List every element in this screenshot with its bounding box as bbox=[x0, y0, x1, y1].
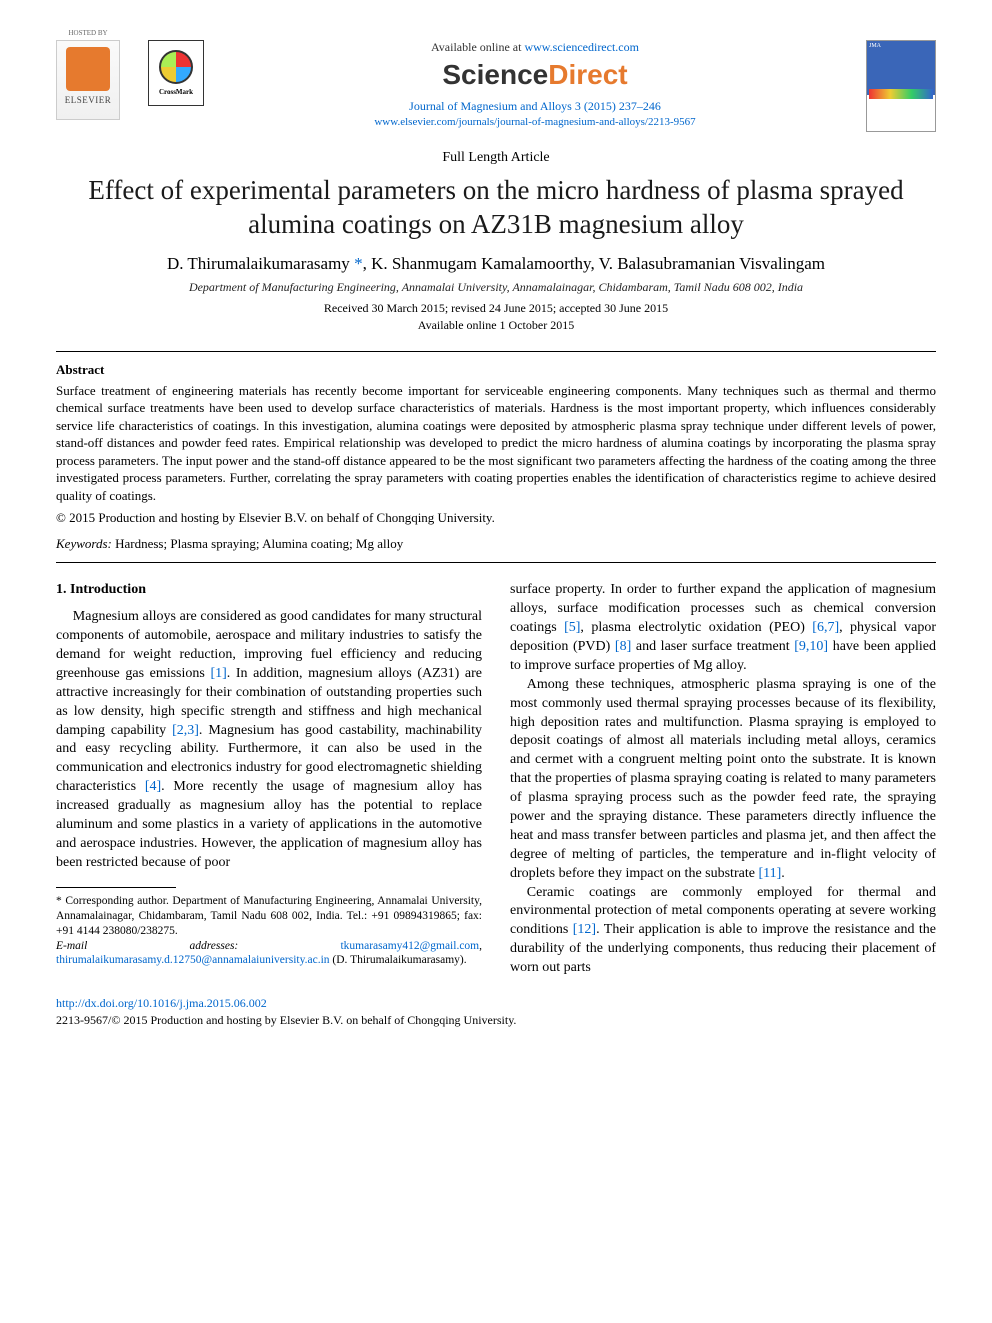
body-columns: 1. Introduction Magnesium alloys are con… bbox=[56, 581, 936, 978]
elsevier-text: ELSEVIER bbox=[65, 95, 112, 105]
ref-8[interactable]: [8] bbox=[615, 639, 631, 654]
sciencedirect-logo: ScienceDirect bbox=[214, 59, 856, 91]
sd-logo-left: Science bbox=[442, 59, 548, 90]
ref-11[interactable]: [11] bbox=[758, 866, 781, 881]
keywords-values: Hardness; Plasma spraying; Alumina coati… bbox=[112, 536, 403, 551]
page-header: HOSTED BY ELSEVIER CrossMark Available o… bbox=[56, 40, 936, 132]
article-dates: Received 30 March 2015; revised 24 June … bbox=[56, 301, 936, 316]
ref-6-7[interactable]: [6,7] bbox=[812, 620, 839, 635]
journal-reference: Journal of Magnesium and Alloys 3 (2015)… bbox=[214, 99, 856, 114]
corresponding-footnote: * Corresponding author. Department of Ma… bbox=[56, 894, 482, 969]
journal-cover-thumb: JMA bbox=[866, 40, 936, 132]
ref-4[interactable]: [4] bbox=[145, 779, 161, 794]
email-2[interactable]: thirumalaikumarasamy.d.12750@annamalaiun… bbox=[56, 954, 330, 966]
email-label: E-mail addresses: bbox=[56, 940, 238, 952]
article-type: Full Length Article bbox=[56, 150, 936, 166]
email-1[interactable]: tkumarasamy412@gmail.com bbox=[340, 940, 479, 952]
ref-12[interactable]: [12] bbox=[573, 922, 596, 937]
abstract-heading: Abstract bbox=[56, 362, 936, 378]
right-para-1: surface property. In order to further ex… bbox=[510, 581, 936, 675]
ref-2-3[interactable]: [2,3] bbox=[172, 723, 199, 738]
crossmark-badge[interactable]: CrossMark bbox=[148, 40, 204, 106]
journal-link[interactable]: www.elsevier.com/journals/journal-of-mag… bbox=[214, 116, 856, 128]
crossmark-icon bbox=[159, 50, 193, 84]
rule-bottom bbox=[56, 562, 936, 563]
authors-rest: , K. Shanmugam Kamalamoorthy, V. Balasub… bbox=[363, 254, 825, 273]
intro-para-1: Magnesium alloys are considered as good … bbox=[56, 608, 482, 872]
header-left: HOSTED BY ELSEVIER CrossMark bbox=[56, 40, 204, 120]
section-title: Introduction bbox=[67, 582, 146, 597]
elsevier-tree-icon bbox=[66, 47, 110, 91]
left-column: 1. Introduction Magnesium alloys are con… bbox=[56, 581, 482, 978]
issn-copyright: 2213-9567/© 2015 Production and hosting … bbox=[56, 1013, 936, 1028]
section-1-heading: 1. Introduction bbox=[56, 581, 482, 600]
abstract-copyright: © 2015 Production and hosting by Elsevie… bbox=[56, 510, 936, 526]
ref-1[interactable]: [1] bbox=[210, 666, 226, 681]
corresponding-mark[interactable]: * bbox=[354, 254, 363, 273]
available-online-line: Available online at www.sciencedirect.co… bbox=[214, 40, 856, 55]
ref-9-10[interactable]: [9,10] bbox=[794, 639, 828, 654]
author-list: D. Thirumalaikumarasamy *, K. Shanmugam … bbox=[56, 254, 936, 274]
affiliation: Department of Manufacturing Engineering,… bbox=[56, 280, 936, 295]
elsevier-logo: HOSTED BY ELSEVIER bbox=[56, 40, 120, 120]
keywords-label: Keywords: bbox=[56, 536, 112, 551]
corr-author-text: * Corresponding author. Department of Ma… bbox=[56, 894, 482, 939]
doi-link[interactable]: http://dx.doi.org/10.1016/j.jma.2015.06.… bbox=[56, 996, 936, 1011]
ref-5[interactable]: [5] bbox=[564, 620, 580, 635]
cover-stripe bbox=[869, 89, 933, 99]
right-column: surface property. In order to further ex… bbox=[510, 581, 936, 978]
article-title: Effect of experimental parameters on the… bbox=[56, 174, 936, 242]
email-line: E-mail addresses: tkumarasamy412@gmail.c… bbox=[56, 939, 482, 969]
sciencedirect-url[interactable]: www.sciencedirect.com bbox=[524, 40, 639, 54]
right-para-2: Among these techniques, atmospheric plas… bbox=[510, 676, 936, 884]
available-online-date: Available online 1 October 2015 bbox=[56, 318, 936, 333]
rule-top bbox=[56, 351, 936, 352]
header-center: Available online at www.sciencedirect.co… bbox=[204, 40, 866, 128]
sd-logo-right: Direct bbox=[548, 59, 627, 90]
cover-label: JMA bbox=[869, 43, 881, 49]
crossmark-label: CrossMark bbox=[159, 88, 193, 96]
available-prefix: Available online at bbox=[431, 40, 524, 54]
keywords-line: Keywords: Hardness; Plasma spraying; Alu… bbox=[56, 536, 936, 552]
abstract-body: Surface treatment of engineering materia… bbox=[56, 382, 936, 505]
footnote-separator bbox=[56, 887, 176, 888]
author-1: D. Thirumalaikumarasamy bbox=[167, 254, 350, 273]
right-para-3: Ceramic coatings are commonly employed f… bbox=[510, 884, 936, 978]
hosted-by-label: HOSTED BY bbox=[68, 29, 107, 37]
section-number: 1. bbox=[56, 582, 67, 597]
